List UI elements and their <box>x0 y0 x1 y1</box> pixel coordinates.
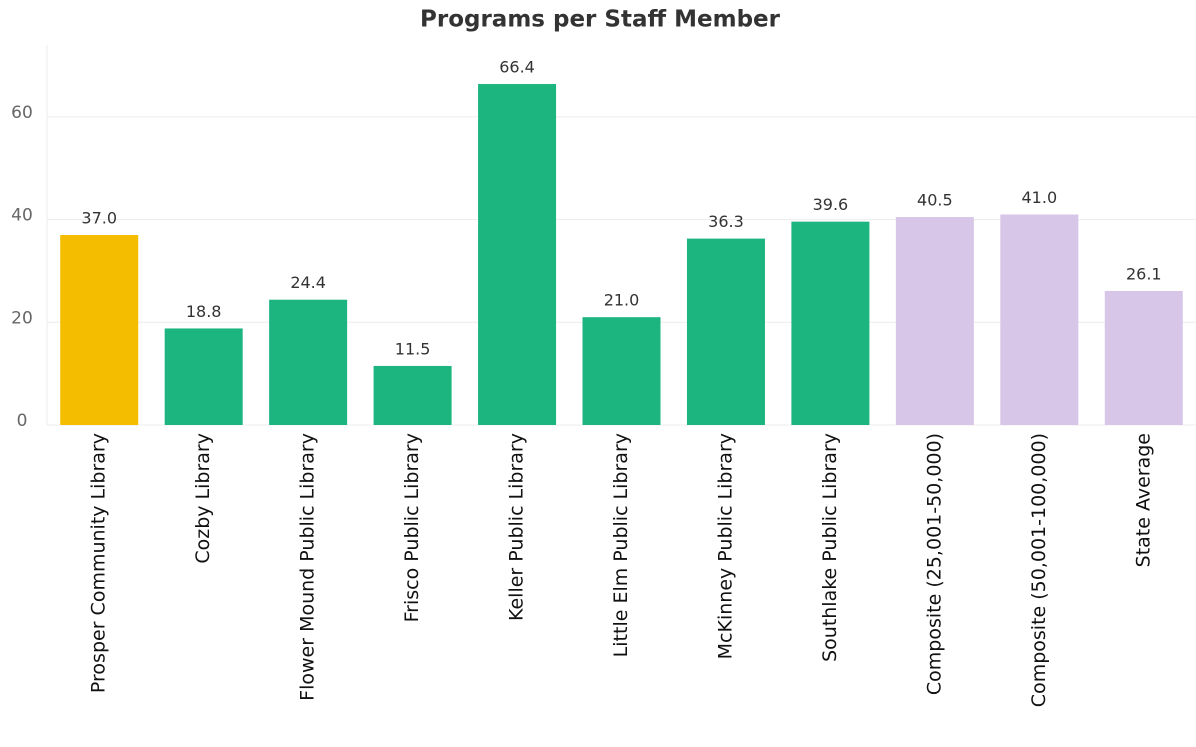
x-tick-label: Frisco Public Library <box>401 433 423 622</box>
bar <box>478 84 557 425</box>
bar <box>60 235 139 425</box>
y-tick-label: 60 <box>11 103 33 123</box>
x-tick-label: Composite (50,001-100,000) <box>1028 433 1050 707</box>
x-tick-label: Flower Mound Public Library <box>297 433 319 701</box>
x-tick-label: Cozby Library <box>192 433 214 564</box>
x-tick-label: Prosper Community Library <box>88 433 110 693</box>
bar <box>373 365 452 425</box>
data-label: 41.0 <box>1022 188 1058 207</box>
x-tick-label: State Average <box>1132 433 1154 567</box>
data-label: 66.4 <box>499 58 535 77</box>
data-label: 37.0 <box>81 209 117 228</box>
data-label: 39.6 <box>813 195 849 214</box>
bar <box>791 221 870 425</box>
x-tick-label: Composite (25,001-50,000) <box>923 433 945 695</box>
x-tick-label: Keller Public Library <box>506 433 528 621</box>
data-label: 24.4 <box>290 273 326 292</box>
chart-title: Programs per Staff Member <box>420 7 781 33</box>
data-label: 21.0 <box>604 291 640 310</box>
data-label: 40.5 <box>917 191 953 210</box>
data-label: 36.3 <box>708 212 744 231</box>
bar <box>164 328 243 425</box>
data-label: 18.8 <box>186 302 222 321</box>
y-tick-label: 20 <box>11 308 33 328</box>
bar <box>686 238 765 425</box>
data-label: 11.5 <box>395 339 431 358</box>
bar <box>1104 290 1183 425</box>
y-tick-label: 0 <box>17 411 28 431</box>
bar <box>582 317 661 425</box>
bar <box>269 299 348 425</box>
x-tick-label: Southlake Public Library <box>819 433 841 662</box>
y-tick-label: 40 <box>11 206 33 226</box>
bar <box>895 217 974 425</box>
x-tick-label: Little Elm Public Library <box>610 433 632 657</box>
data-label: 26.1 <box>1126 264 1162 283</box>
bar <box>1000 214 1079 425</box>
x-tick-label: McKinney Public Library <box>714 433 736 659</box>
